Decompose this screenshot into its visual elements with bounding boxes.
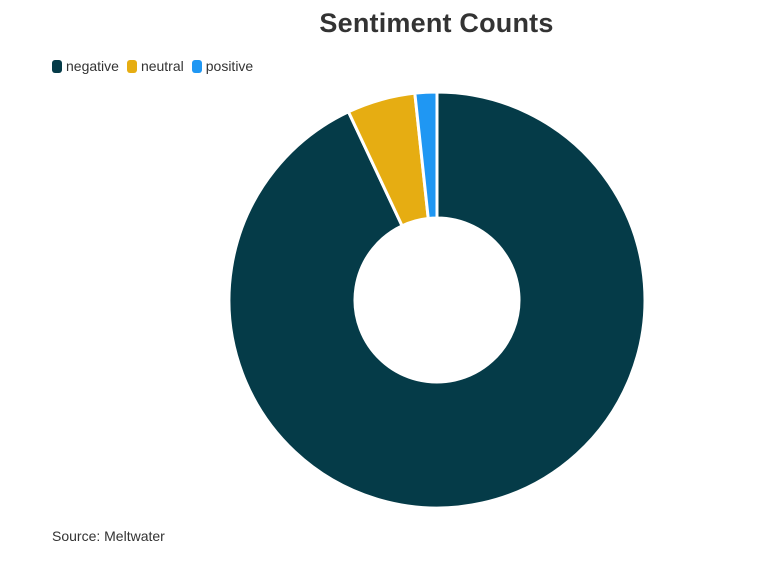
legend: negative neutral positive [52, 58, 261, 74]
slice-negative[interactable] [227, 90, 647, 510]
slice-positive[interactable] [413, 90, 439, 220]
legend-swatch-positive [191, 59, 202, 73]
donut-slices [227, 90, 647, 510]
chart-title: Sentiment Counts [319, 8, 554, 38]
legend-label-negative: negative [66, 58, 119, 74]
legend-item-negative[interactable]: negative [52, 58, 119, 74]
source-note: Source: Meltwater [52, 528, 165, 544]
legend-label-positive: positive [205, 58, 254, 74]
legend-swatch-negative [52, 59, 62, 73]
legend-item-positive[interactable]: positive [191, 58, 254, 74]
legend-label-neutral: neutral [140, 58, 184, 74]
legend-item-neutral[interactable]: neutral [126, 58, 184, 74]
legend-swatch-neutral [126, 59, 137, 73]
